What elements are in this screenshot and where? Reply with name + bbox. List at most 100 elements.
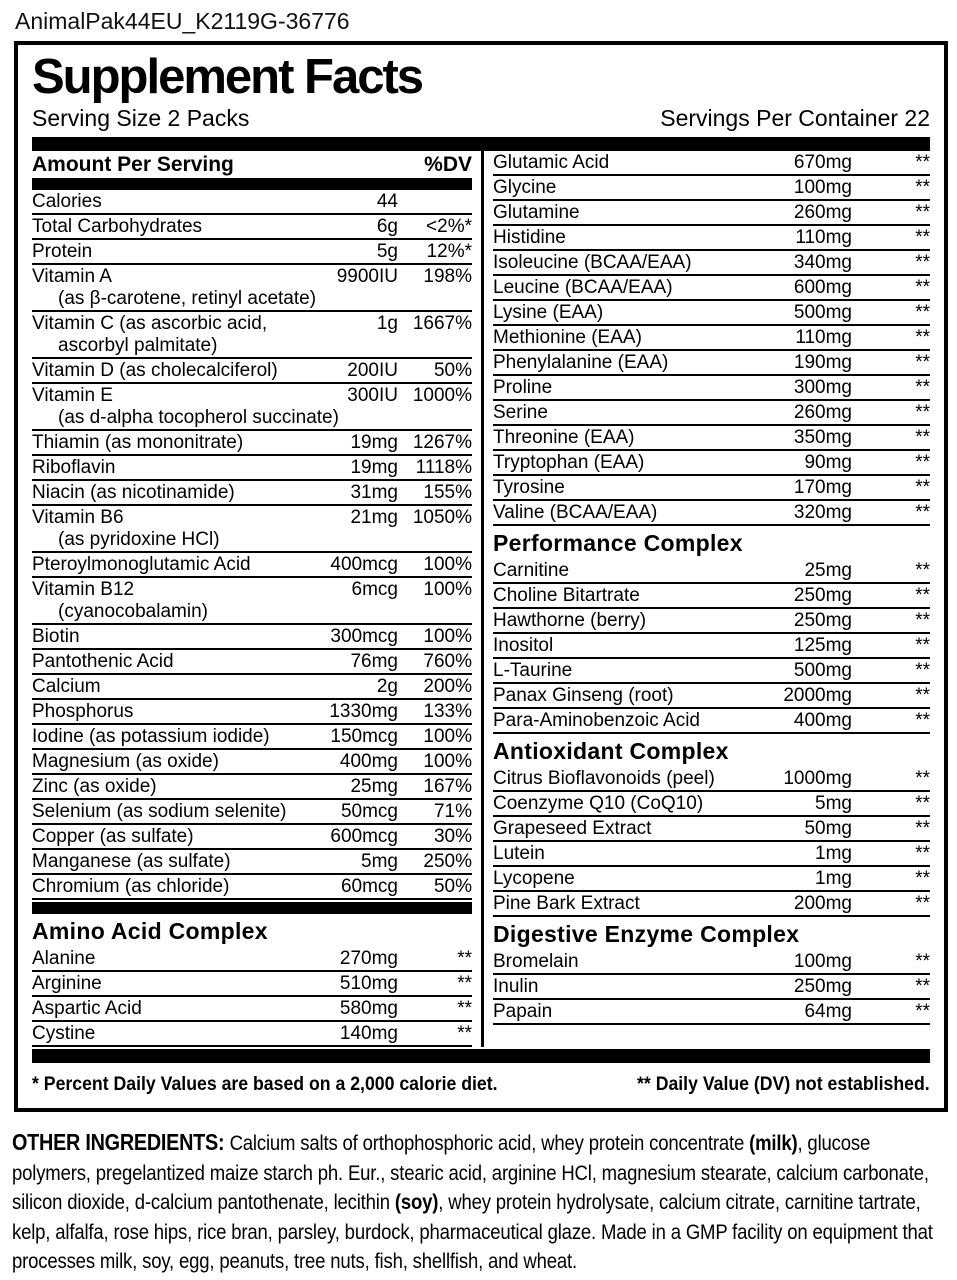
row-dv: **: [457, 1023, 472, 1044]
row-amount: 64mg: [804, 1001, 852, 1022]
row-dv: **: [457, 973, 472, 994]
row-dv: **: [457, 948, 472, 969]
row-dv: **: [915, 610, 930, 631]
row-amount: 6mcg: [351, 579, 398, 600]
table-row: Bromelain 100mg **: [493, 950, 930, 975]
row-dv: **: [915, 868, 930, 889]
table-row: Pine Bark Extract 200mg **: [493, 892, 930, 917]
row-name: Choline Bitartrate: [493, 585, 640, 606]
row-dv: 155%: [423, 482, 472, 503]
table-row: Biotin 300mcg 100%: [32, 625, 472, 650]
row-dv: 250%: [423, 851, 472, 872]
header-divider-bar: [32, 178, 472, 190]
row-amount: 25mg: [350, 776, 398, 797]
row-amount: 250mg: [793, 585, 852, 606]
row-dv: **: [915, 302, 930, 323]
row-amount: 44: [376, 191, 398, 212]
row-dv: 50%: [433, 360, 472, 381]
row-name: Pantothenic Acid: [32, 651, 174, 672]
row-amount: 19mg: [350, 432, 398, 453]
row-dv: **: [457, 998, 472, 1019]
row-name: Lycopene: [493, 868, 575, 889]
row-dv: **: [915, 402, 930, 423]
servings-per-container: Servings Per Container 22: [660, 105, 930, 131]
row-name: Isoleucine (BCAA/EAA): [493, 252, 692, 273]
row-dv: 100%: [423, 579, 472, 600]
row-name: Copper (as sulfate): [32, 826, 194, 847]
row-name: Tyrosine: [493, 477, 565, 498]
other-ingredients-paragraph: OTHER INGREDIENTS: Calcium salts of orth…: [12, 1128, 947, 1277]
footnotes: * Percent Daily Values are based on a 2,…: [32, 1063, 930, 1108]
amino-acid-table-left: Alanine 270mg ** Arginine 510mg ** Aspartic Ac…: [32, 947, 472, 1047]
row-amount: 6g: [376, 216, 398, 237]
row-name: Inositol: [493, 635, 554, 656]
row-name: Glycine: [493, 177, 557, 198]
row-name: Selenium (as sodium selenite): [32, 801, 287, 822]
other-ingredients-text: (milk): [749, 1131, 798, 1155]
row-amount: 340mg: [793, 252, 852, 273]
panel-title: Supplement Facts: [32, 50, 424, 104]
row-dv: 1267%: [412, 432, 472, 453]
table-row: Calcium 2g 200%: [32, 675, 472, 700]
row-dv: <2%*: [426, 216, 472, 237]
row-name: Proline: [493, 377, 553, 398]
row-dv: 1667%: [412, 313, 472, 334]
row-name: Vitamin A: [32, 266, 112, 287]
row-dv: 100%: [423, 626, 472, 647]
table-row: Lycopene 1mg **: [493, 867, 930, 892]
table-row: Leucine (BCAA/EAA) 600mg **: [493, 276, 930, 301]
nutrients-table: Calories 44 Total Carbohydrates 6g <2%* Prote…: [32, 190, 472, 900]
row-amount: 320mg: [793, 502, 852, 523]
row-dv: 100%: [423, 751, 472, 772]
row-dv: **: [915, 152, 930, 173]
divider-bar-top: [32, 137, 930, 151]
amount-per-serving-label: Amount Per Serving: [32, 153, 234, 176]
row-amount: 500mg: [793, 660, 852, 681]
row-name: Thiamin (as mononitrate): [32, 432, 244, 453]
row-dv: **: [915, 843, 930, 864]
table-row: Inulin 250mg **: [493, 975, 930, 1000]
row-dv: **: [915, 660, 930, 681]
row-name: Vitamin E: [32, 385, 113, 406]
row-dv: 167%: [423, 776, 472, 797]
row-name: Methionine (EAA): [493, 327, 642, 348]
section-header: Digestive Enzyme Complex: [493, 921, 800, 947]
row-dv: **: [915, 976, 930, 997]
row-amount: 140mg: [339, 1023, 398, 1044]
row-amount: 125mg: [793, 635, 852, 656]
table-row: Grapeseed Extract 50mg **: [493, 817, 930, 842]
row-subtext: (as pyridoxine HCl): [58, 529, 220, 550]
row-dv: 1050%: [412, 507, 472, 528]
row-dv: **: [915, 252, 930, 273]
row-name: Coenzyme Q10 (CoQ10): [493, 793, 704, 814]
row-name: Arginine: [32, 973, 102, 994]
row-name: Protein: [32, 241, 93, 262]
row-name: Niacin (as nicotinamide): [32, 482, 235, 503]
row-dv: 1118%: [415, 457, 472, 478]
row-amount: 670mg: [793, 152, 852, 173]
row-dv: **: [915, 502, 930, 523]
row-name: Bromelain: [493, 951, 579, 972]
row-amount: 400mg: [793, 710, 852, 731]
row-name: Calcium: [32, 676, 101, 697]
amino-acid-table-right: Glutamic Acid 670mg ** Glycine 100mg ** Glutam…: [493, 151, 930, 526]
row-amount: 110mg: [795, 327, 852, 348]
file-label: AnimalPak44EU_K2119G-36776: [15, 8, 350, 34]
facts-columns: Amount Per Serving %DV Calories 44 Total C…: [32, 151, 930, 1047]
row-amount: 5mg: [815, 793, 852, 814]
row-dv: 50%: [433, 876, 472, 897]
row-amount: 260mg: [793, 402, 852, 423]
row-name: Histidine: [493, 227, 566, 248]
footnote-daily-values: * Percent Daily Values are based on a 2,…: [32, 1074, 498, 1095]
row-dv: **: [915, 768, 930, 789]
other-ingredients-text: Calcium salts of orthophosphoric acid, w…: [229, 1131, 750, 1155]
row-dv: **: [915, 202, 930, 223]
table-row: Valine (BCAA/EAA) 320mg **: [493, 501, 930, 526]
row-dv: **: [915, 685, 930, 706]
row-dv: 30%: [433, 826, 472, 847]
row-amount: 50mg: [804, 818, 852, 839]
table-row: Pantothenic Acid 76mg 760%: [32, 650, 472, 675]
row-amount: 76mg: [350, 651, 398, 672]
row-dv: **: [915, 585, 930, 606]
row-amount: 600mg: [793, 277, 852, 298]
